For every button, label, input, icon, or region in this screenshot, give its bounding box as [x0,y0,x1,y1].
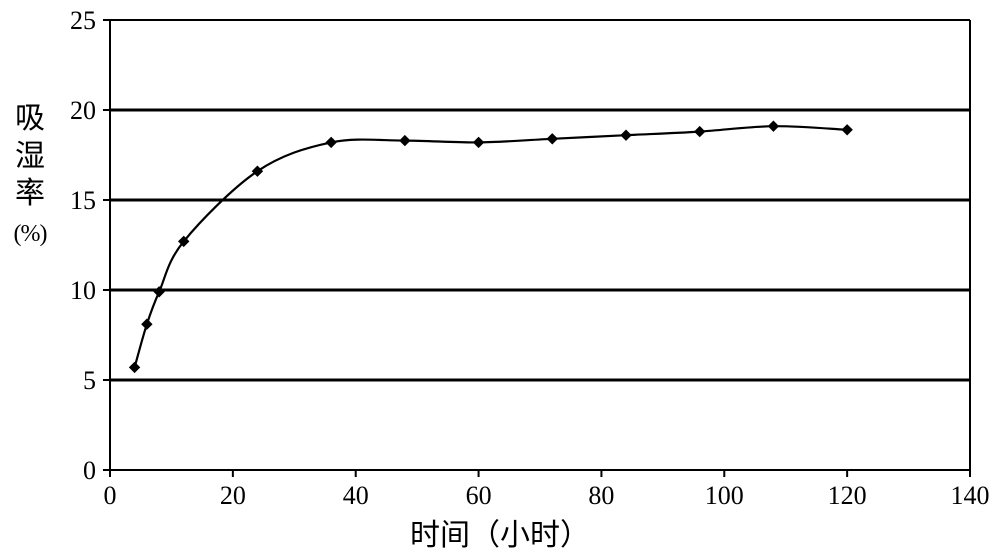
y-axis-label-unit: (%) [14,221,47,247]
y-tick-label: 10 [70,276,96,305]
data-marker [142,319,152,329]
data-marker [474,137,484,147]
x-tick-label: 0 [104,481,117,510]
x-axis-label-text: 时间（小时） [410,519,590,552]
x-axis-label: 时间（小时） [0,510,1000,554]
x-tick-label: 80 [588,481,614,510]
chart-svg: 0 5 10 15 20 25 0 20 40 60 80 100 120 140 [0,0,1000,560]
data-marker [326,137,336,147]
data-marker [621,130,631,140]
data-marker [695,127,705,137]
series-line-moisture-absorption [135,126,848,367]
data-marker [842,125,852,135]
y-tick-label: 25 [70,6,96,35]
x-tick-label: 100 [705,481,744,510]
y-axis-label-char3: 率 [15,177,45,210]
data-marker [547,134,557,144]
y-axis-label: 吸 湿 率 (%) [10,100,50,250]
y-tick-label: 0 [83,456,96,485]
data-marker [130,362,140,372]
x-tick-label: 120 [828,481,867,510]
y-tick-label: 20 [70,96,96,125]
x-tick-label: 140 [951,481,990,510]
data-marker [154,287,164,297]
data-marker [400,136,410,146]
data-marker [768,121,778,131]
x-tick-label: 60 [466,481,492,510]
x-tick-label: 20 [220,481,246,510]
chart-container: 吸 湿 率 (%) 0 5 10 15 20 25 0 20 40 60 80 100 120 140 时… [0,0,1000,560]
x-tick-label: 40 [343,481,369,510]
y-axis-label-char1: 吸 [15,102,45,135]
y-tick-label: 5 [83,366,96,395]
y-axis-label-char2: 湿 [15,140,45,173]
y-tick-label: 15 [70,186,96,215]
